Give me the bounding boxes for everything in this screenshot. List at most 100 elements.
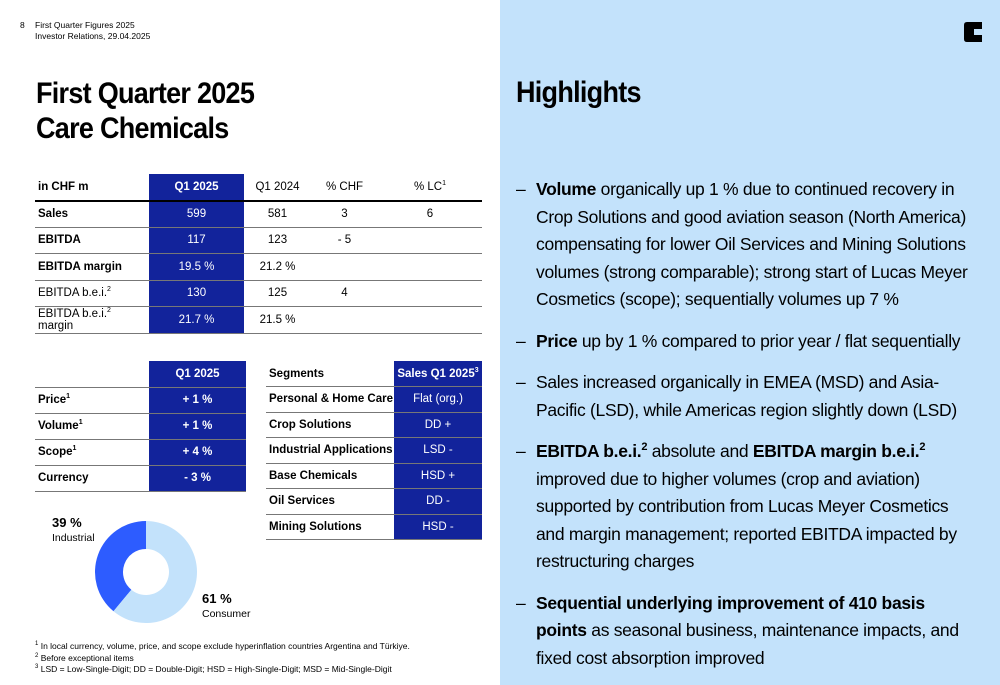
document-header: First Quarter Figures 2025 Investor Rela… [35,20,150,41]
drivers-table: Q1 2025 Price1 + 1 % Volume1 + 1 % Scope… [35,361,246,492]
donut-value-consumer: 61 % [202,591,232,606]
table-cell: 130 [149,280,244,307]
list-item: Volume organically up 1 % due to continu… [516,176,976,314]
table-cell: + 1 % [149,413,246,439]
row-label: EBITDA [38,234,81,247]
table-cell: HSD + [394,463,482,489]
table-cell: - 3 % [149,465,246,491]
footnote: 3 LSD = Low-Single-Digit; DD = Double-Di… [35,664,392,674]
column-header: Q1 2025 [149,361,246,387]
table-header-row: in CHF m Q1 2025 Q1 2024 % CHF % LC1 [35,174,482,201]
table-cell: DD - [394,488,482,514]
table-header-row: Segments Sales Q1 20253 [266,361,482,387]
table-row: Oil Services DD - [266,488,482,514]
row-label: Personal & Home Care [269,393,393,406]
row-label: Mining Solutions [269,520,362,533]
table-cell: 123 [267,234,288,247]
row-label: EBITDA b.e.i.2 margin [38,306,111,332]
page-title: First Quarter 2025 Care Chemicals [36,76,255,146]
table-cell: 117 [149,227,244,254]
row-label: Base Chemicals [269,469,358,482]
table-cell [378,307,482,334]
company-logo-icon [964,22,982,42]
column-header: in CHF m [38,180,89,193]
page-number: 8 [20,20,25,30]
table-row: Crop Solutions DD + [266,412,482,438]
table-cell: 4 [341,287,348,300]
donut-category-industrial: Industrial [52,532,95,544]
column-header: % CHF [325,180,364,193]
list-item: Sales increased organically in EMEA (MSD… [516,369,976,424]
table-row: EBITDA b.e.i.2 130 125 4 [35,280,482,307]
table-row: EBITDA b.e.i.2 margin 21.7 % 21.5 % [35,306,482,334]
row-label: Currency [38,472,89,484]
table-row: Currency - 3 % [35,465,246,491]
table-cell: Flat (org.) [394,386,482,412]
table-cell: 125 [267,287,288,300]
table-row: Volume1 + 1 % [35,413,246,439]
table-cell [378,254,482,281]
document-subtitle: Investor Relations, 29.04.2025 [35,30,151,41]
table-row: EBITDA 117 123 - 5 [35,227,482,254]
column-header: Segments [269,367,324,380]
segments-table: Segments Sales Q1 20253 Personal & Home … [266,361,482,540]
table-cell [378,227,482,254]
table-cell: HSD - [394,514,482,540]
table-cell: DD + [394,412,482,438]
table-row: Industrial Applications LSD - [266,437,482,463]
column-header: Q1 2025 [149,174,244,201]
table-row: Personal & Home Care Flat (org.) [266,386,482,412]
table-cell: 6 [426,208,434,220]
column-header: Q1 2024 [255,180,300,193]
highlights-title: Highlights [516,76,642,109]
table-cell: - 5 [337,234,352,247]
table-cell [378,280,482,307]
table-cell: 581 [267,208,288,220]
list-item: Sequential underlying improvement of 410… [516,590,976,673]
footnotes: 1 In local currency, volume, price, and … [35,641,410,676]
row-label: Industrial Applications [269,444,393,457]
table-row: Price1 + 1 % [35,387,246,413]
column-header [35,361,149,387]
table-cell: 599 [149,200,244,227]
donut-value-industrial: 39 % [52,515,82,530]
table-header-row: Q1 2025 [35,361,246,387]
document-title: First Quarter Figures 2025 [35,20,135,30]
row-label: Scope1 [38,445,77,458]
table-cell [311,254,378,281]
row-label: EBITDA margin [38,260,122,273]
table-cell: 3 [341,208,348,220]
donut-label-industrial: 39 % Industrial [52,516,95,545]
table-row: EBITDA margin 19.5 % 21.2 % [35,253,482,281]
footnote: 2 Before exceptional items [35,652,134,663]
table-row: Base Chemicals HSD + [266,463,482,489]
table-cell: LSD - [394,437,482,463]
column-header: % LC1 [413,179,447,193]
table-row: Scope1 + 4 % [35,439,246,465]
segment-donut-chart [95,521,197,623]
row-label: EBITDA b.e.i.2 [38,286,111,300]
table-cell: + 1 % [149,387,246,413]
table-cell: + 4 % [149,439,246,465]
row-label: Oil Services [269,495,335,508]
row-label: Crop Solutions [269,418,352,431]
donut-category-consumer: Consumer [202,608,251,620]
donut-label-consumer: 61 % Consumer [202,592,250,621]
table-row: Mining Solutions HSD - [266,514,482,540]
row-label: Volume1 [38,419,83,432]
footnote: 1 In local currency, volume, price, and … [35,641,410,651]
table-cell: 21.5 % [259,313,296,326]
donut-slice-consumer [113,521,197,623]
table-cell: 21.2 % [259,260,296,273]
list-item: Price up by 1 % compared to prior year /… [516,328,976,356]
table-row: Sales 599 581 3 6 [35,200,482,227]
financial-table: in CHF m Q1 2025 Q1 2024 % CHF % LC1 Sal… [35,174,482,334]
table-cell [311,307,378,334]
highlights-list: Volume organically up 1 % due to continu… [516,176,976,685]
list-item: EBITDA b.e.i.2 absolute and EBITDA margi… [516,438,976,576]
page-title-line2: Care Chemicals [36,112,229,145]
column-header: Sales Q1 20253 [394,361,482,387]
donut-slice-industrial [95,521,146,612]
table-cell: 19.5 % [149,253,244,280]
row-label: Sales [38,208,69,220]
